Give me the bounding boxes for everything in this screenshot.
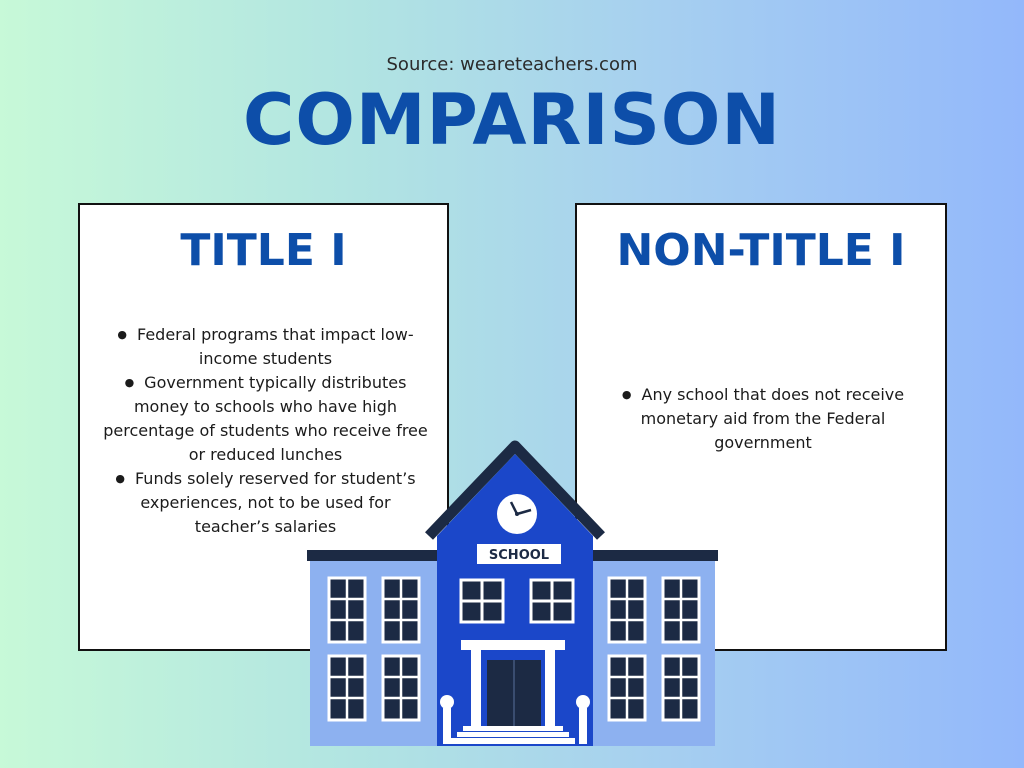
- page-title: COMPARISON: [242, 79, 782, 161]
- school-sign-label: SCHOOL: [489, 548, 549, 563]
- title-i-card: TITLE I Federal programs that impact low…: [78, 203, 449, 651]
- title-i-heading: TITLE I: [180, 225, 347, 276]
- non-title-i-bullet-list: Any school that does not receive monetar…: [599, 383, 927, 455]
- non-title-i-heading: NON-TITLE I: [616, 225, 906, 276]
- bullet-item: Government typically distributes money t…: [102, 371, 429, 467]
- bullet-item: Federal programs that impact low-income …: [102, 323, 429, 371]
- title-i-bullet-list: Federal programs that impact low-income …: [102, 323, 429, 539]
- source-credit: Source: weareteachers.com: [386, 54, 638, 75]
- bullet-item: Funds solely reserved for student’s expe…: [102, 467, 429, 539]
- bullet-item: Any school that does not receive monetar…: [599, 383, 927, 455]
- school-building-icon: SCHOOL: [307, 440, 718, 746]
